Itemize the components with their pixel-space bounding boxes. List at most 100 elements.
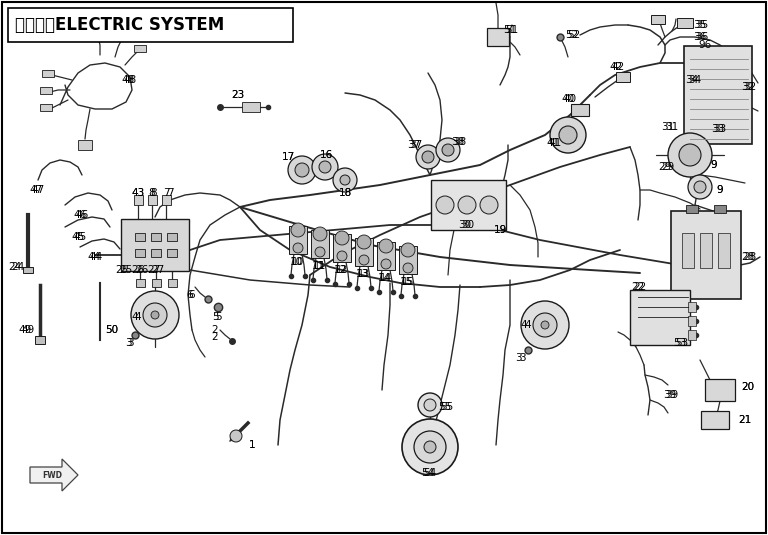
Bar (151, 279, 161, 287)
Bar (682, 233, 694, 268)
Text: 49: 49 (22, 325, 35, 335)
Text: 48: 48 (121, 75, 134, 85)
Text: 55: 55 (439, 402, 452, 412)
Text: 23: 23 (231, 90, 245, 100)
Text: 17: 17 (281, 152, 295, 162)
Text: 19: 19 (493, 225, 507, 235)
Circle shape (541, 321, 549, 329)
Text: 49: 49 (18, 325, 31, 335)
Bar (700, 233, 712, 268)
Text: 39: 39 (664, 390, 677, 400)
Circle shape (694, 181, 706, 193)
Bar (377, 242, 395, 270)
Text: 45: 45 (74, 232, 87, 242)
Bar (135, 233, 145, 241)
Text: 53: 53 (675, 338, 689, 348)
Circle shape (379, 239, 393, 253)
Circle shape (679, 144, 701, 166)
Text: 13: 13 (358, 269, 370, 279)
Circle shape (688, 175, 712, 199)
Text: 47: 47 (29, 185, 43, 195)
Bar (121, 219, 189, 271)
Text: 24: 24 (12, 262, 25, 272)
Circle shape (480, 196, 498, 214)
Text: 32: 32 (743, 82, 756, 92)
Text: 41: 41 (548, 138, 561, 148)
Text: 5: 5 (215, 312, 221, 322)
Text: 18: 18 (339, 188, 352, 198)
Text: 54: 54 (423, 468, 437, 478)
Polygon shape (30, 459, 78, 491)
Text: 9: 9 (710, 160, 717, 170)
Bar (686, 205, 698, 213)
Text: 2: 2 (212, 332, 218, 342)
Circle shape (333, 168, 357, 192)
Text: 38: 38 (453, 137, 467, 147)
Text: 6: 6 (189, 290, 195, 300)
Text: 33: 33 (713, 124, 727, 134)
Bar (167, 279, 177, 287)
Circle shape (424, 399, 436, 411)
Circle shape (436, 196, 454, 214)
Bar (714, 205, 726, 213)
Text: 20: 20 (741, 382, 755, 392)
Bar (705, 379, 735, 401)
Bar (487, 28, 509, 46)
Circle shape (230, 430, 242, 442)
Text: 4: 4 (131, 312, 138, 322)
Text: 7: 7 (167, 188, 174, 198)
Text: 45: 45 (71, 232, 84, 242)
Bar (151, 233, 161, 241)
Text: 13: 13 (356, 269, 369, 279)
Bar (333, 234, 351, 262)
Text: 46: 46 (74, 210, 87, 220)
Text: 3: 3 (518, 353, 525, 363)
Text: 47: 47 (31, 185, 45, 195)
Text: 41: 41 (546, 138, 560, 148)
Circle shape (521, 301, 569, 349)
Circle shape (550, 117, 586, 153)
Circle shape (436, 138, 460, 162)
Circle shape (416, 145, 440, 169)
Circle shape (319, 161, 331, 173)
Text: 26: 26 (131, 265, 144, 275)
Text: 2: 2 (212, 325, 218, 335)
Text: 31: 31 (665, 122, 679, 132)
Text: 43: 43 (131, 188, 144, 198)
Text: 36: 36 (694, 32, 707, 42)
Text: 52: 52 (568, 30, 581, 40)
Text: 21: 21 (738, 415, 752, 425)
Bar (35, 336, 45, 344)
Bar (167, 249, 177, 257)
Text: 8: 8 (149, 188, 155, 198)
Text: 4: 4 (525, 320, 531, 330)
Circle shape (340, 175, 350, 185)
Text: 26: 26 (135, 265, 149, 275)
Text: 25: 25 (115, 265, 128, 275)
Text: 8: 8 (151, 188, 157, 198)
Bar (23, 267, 33, 273)
Bar (40, 87, 52, 94)
Text: 16: 16 (319, 150, 333, 160)
Circle shape (335, 231, 349, 245)
Bar (151, 249, 161, 257)
Text: 22: 22 (631, 282, 644, 292)
Circle shape (337, 251, 347, 261)
Text: 3: 3 (515, 353, 521, 363)
Text: 18: 18 (339, 188, 352, 198)
Text: 12: 12 (336, 265, 348, 275)
Circle shape (403, 263, 413, 273)
Text: 42: 42 (611, 62, 624, 72)
Circle shape (312, 154, 338, 180)
Bar (40, 103, 52, 111)
Text: 34: 34 (688, 75, 702, 85)
Bar (701, 411, 729, 429)
Circle shape (401, 243, 415, 257)
Circle shape (291, 223, 305, 237)
Text: 28: 28 (743, 252, 756, 262)
Text: 39: 39 (665, 390, 679, 400)
Bar (688, 316, 696, 326)
Text: 44: 44 (88, 252, 101, 262)
Text: 46: 46 (75, 210, 88, 220)
Text: 22: 22 (634, 282, 647, 292)
